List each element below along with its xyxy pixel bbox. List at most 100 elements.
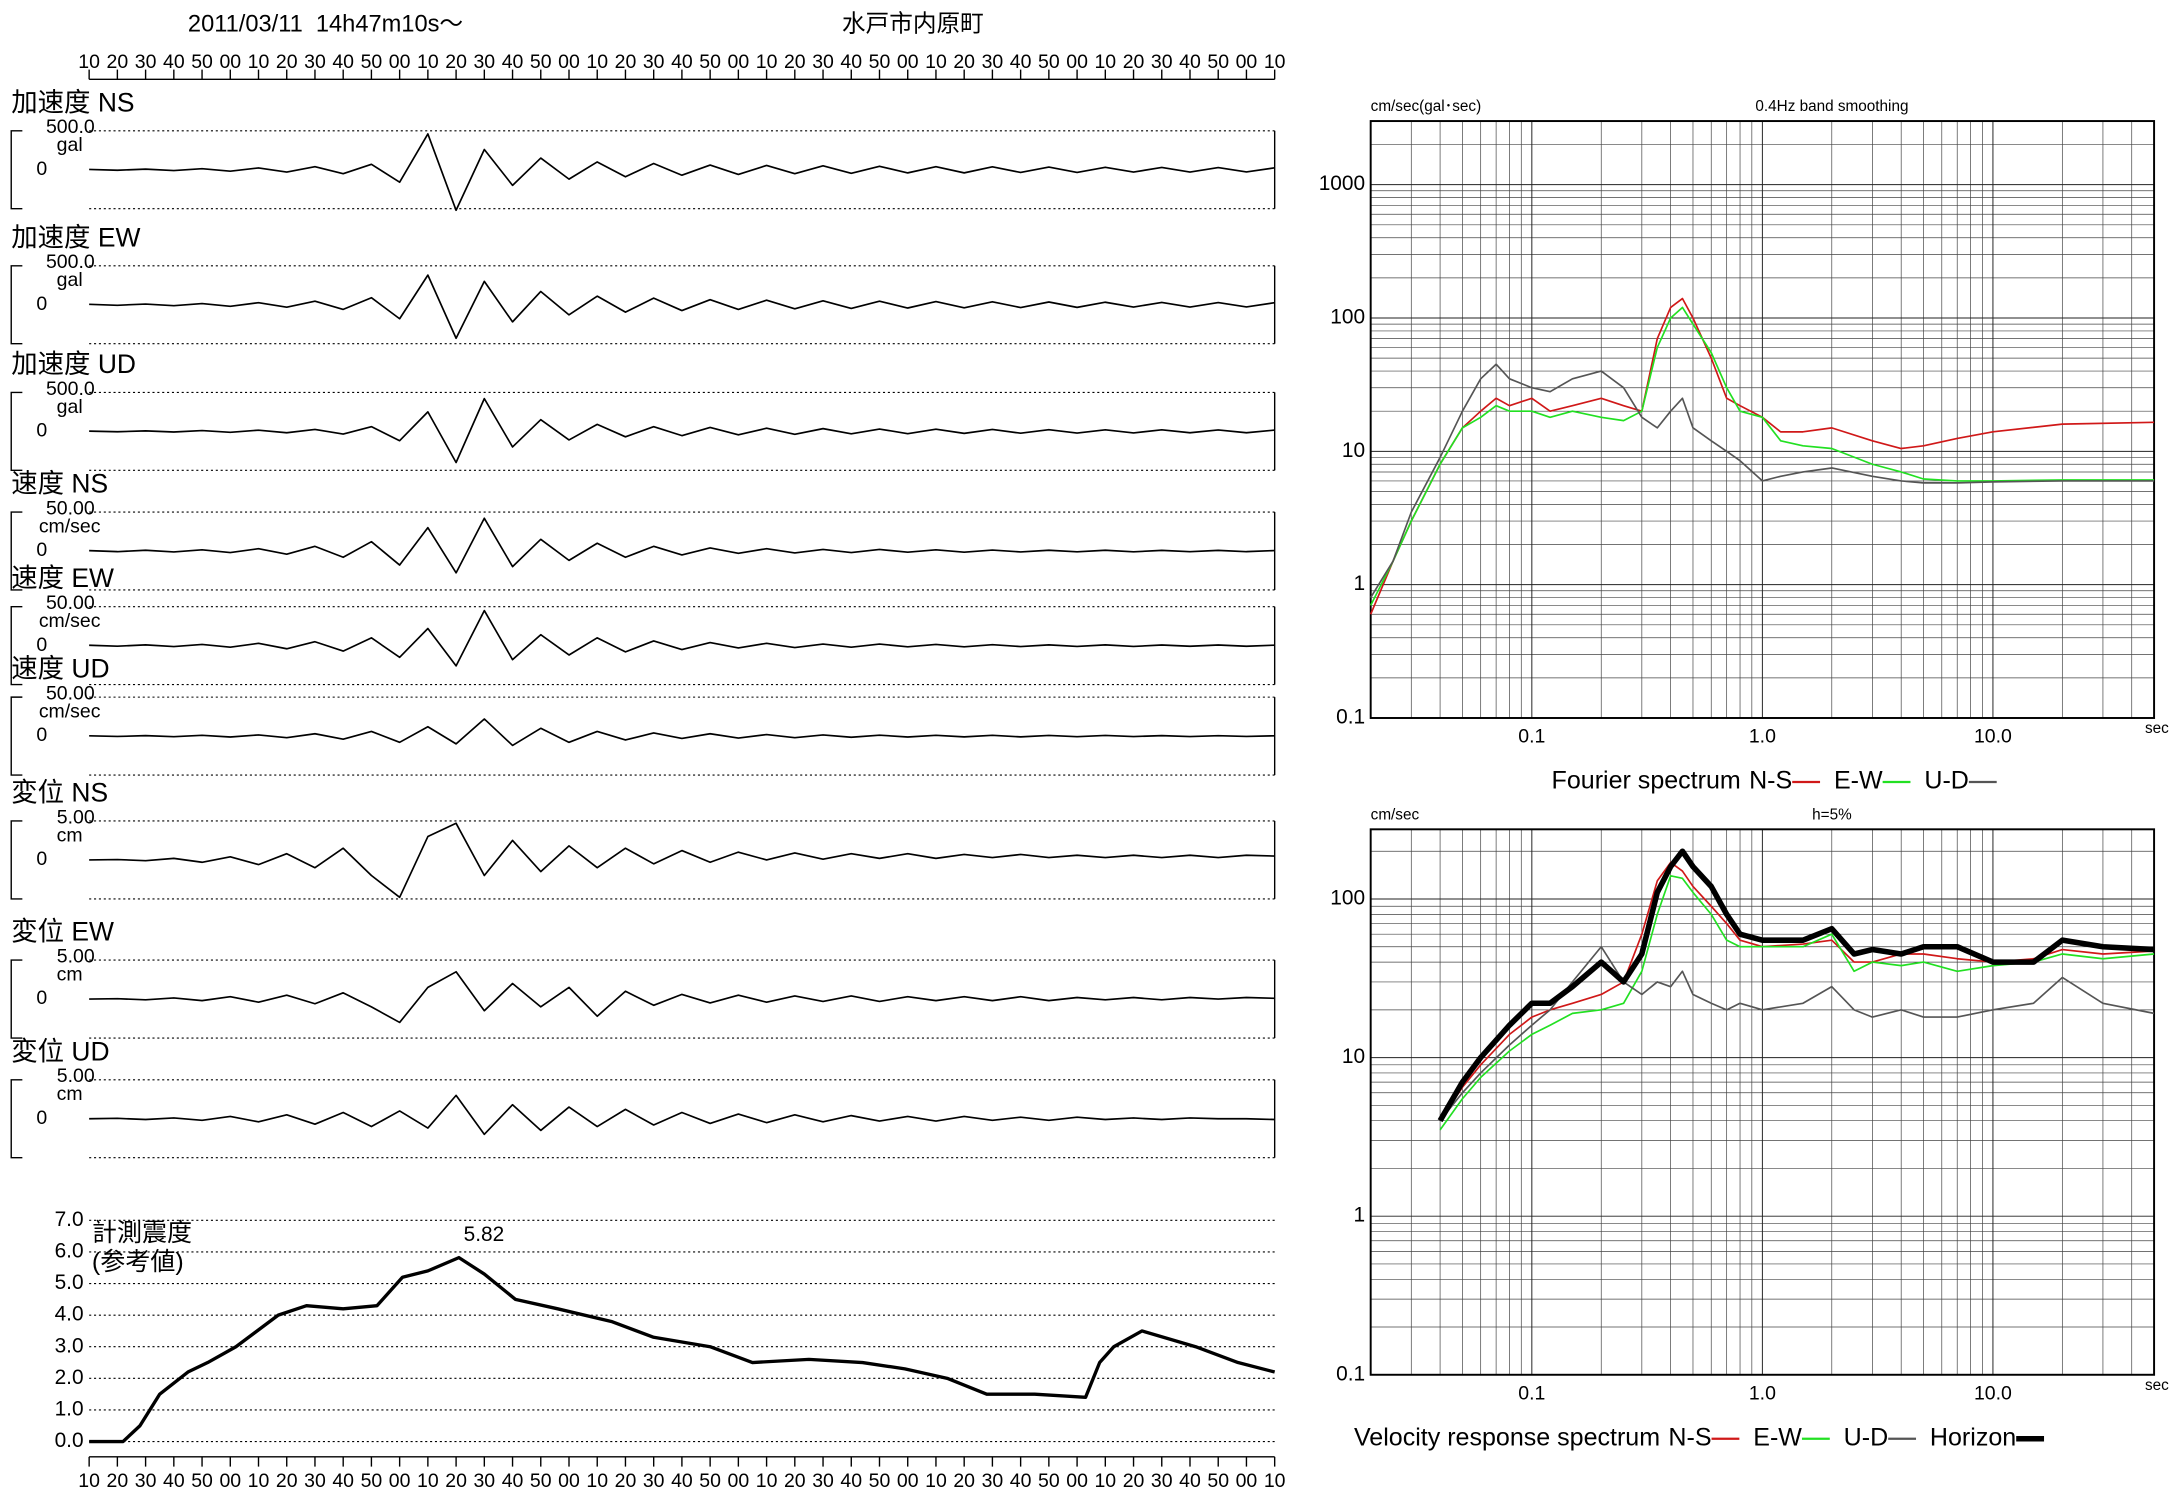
- legend-label: Horizon: [1930, 1423, 2016, 1451]
- x-tick-label: 20: [1123, 51, 1145, 73]
- x-tick-label: 30: [473, 1470, 495, 1492]
- panel-bracket: [10, 511, 23, 591]
- x-tick-label: 30: [1151, 51, 1173, 73]
- x-tick-label: 10: [248, 1470, 270, 1492]
- x-tick-label: 30: [304, 1470, 326, 1492]
- x-tick-label: 40: [502, 1470, 524, 1492]
- unit-label: cm/sec: [39, 610, 101, 632]
- y-tick-label: 1: [1354, 572, 1366, 595]
- x-tick-label: 20: [615, 1470, 637, 1492]
- x-tick-label: 50: [530, 51, 552, 73]
- y-tick-label: 5.00: [57, 806, 95, 828]
- plot-frame: [1369, 120, 2156, 719]
- y-axis-label: cm/sec(gal･sec): [1371, 98, 1481, 115]
- x-tick-label: 20: [784, 1470, 806, 1492]
- x-tick-label: 00: [728, 51, 750, 73]
- waveform-trace: [89, 517, 1275, 574]
- x-tick-label: 50: [1207, 1470, 1229, 1492]
- x-tick-label: 10.0: [1974, 726, 2012, 748]
- x-tick-label: 00: [1066, 51, 1088, 73]
- panel-bracket: [10, 696, 23, 776]
- y-tick-label: 7.0: [55, 1208, 84, 1231]
- x-tick-label: 20: [784, 51, 806, 73]
- y-tick-label: 1.0: [55, 1397, 84, 1420]
- legend-label: E-W: [1753, 1423, 1802, 1451]
- panel-title: 加速度 NS: [11, 87, 134, 117]
- waveform-trace: [89, 970, 1275, 1024]
- panel-bracket: [10, 1079, 23, 1159]
- x-tick-label: 20: [615, 51, 637, 73]
- panel-title: 加速度 EW: [11, 222, 140, 252]
- spectrum-line: [1437, 848, 2155, 1123]
- y-tick-label: 1000: [1319, 172, 1365, 195]
- x-tick-label: 00: [897, 51, 919, 73]
- x-tick-label: 10: [78, 51, 100, 73]
- chart-title: h=5%: [1812, 806, 1852, 823]
- x-tick-label: 40: [1010, 1470, 1032, 1492]
- y-tick-label: 10: [1342, 439, 1365, 462]
- x-tick-label: 30: [304, 51, 326, 73]
- waveform-trace: [89, 718, 1275, 747]
- y-tick-label: 50.00: [46, 592, 95, 614]
- x-tick-label: 30: [135, 51, 157, 73]
- legend-title: Fourier spectrum: [1552, 767, 1741, 795]
- y-tick-label: 100: [1330, 887, 1365, 910]
- y-tick-label: 5.0: [55, 1271, 84, 1294]
- legend-label: E-W: [1834, 767, 1883, 795]
- x-tick-label: 20: [1123, 1470, 1145, 1492]
- y-tick-label: 0: [36, 419, 47, 441]
- x-tick-label: 40: [332, 1470, 354, 1492]
- x-tick-label: 10: [756, 1470, 778, 1492]
- y-tick-label: 0.1: [1336, 1362, 1365, 1385]
- y-tick-label: 0: [36, 634, 47, 656]
- legend-title: Velocity response spectrum: [1354, 1423, 1660, 1451]
- y-tick-label: 6.0: [55, 1239, 84, 1262]
- y-tick-label: 50.00: [46, 497, 95, 519]
- intensity-line: [89, 1255, 1276, 1444]
- x-tick-label: 50: [191, 1470, 213, 1492]
- y-tick-label: 50.00: [46, 682, 95, 704]
- chart-title: 0.4Hz band smoothing: [1755, 98, 1908, 115]
- x-tick-label: 1.0: [1749, 1382, 1776, 1404]
- x-tick-label: 10: [586, 1470, 608, 1492]
- x-tick-label: 40: [163, 1470, 185, 1492]
- y-tick-label: 500.0: [46, 116, 95, 138]
- spectrum-line: [1439, 945, 2155, 1122]
- panel-title: 変位 UD: [11, 1036, 109, 1066]
- legend-label: U-D: [1924, 767, 1969, 795]
- x-tick-label: 50: [361, 51, 383, 73]
- waveform-trace: [89, 1094, 1275, 1136]
- legend-label: N-S: [1749, 767, 1792, 795]
- x-tick-label: 10: [1094, 51, 1116, 73]
- spectrum-line: [1439, 861, 2155, 1122]
- x-tick-label: 0.1: [1518, 726, 1545, 748]
- waveform-trace: [89, 133, 1275, 212]
- x-tick-label: 10: [1264, 1470, 1286, 1492]
- x-tick-label: 10: [248, 51, 270, 73]
- x-tick-label: 10: [586, 51, 608, 73]
- y-tick-label: 4.0: [55, 1303, 84, 1326]
- y-tick-label: 0.0: [55, 1429, 84, 1452]
- legend-label: U-D: [1844, 1423, 1889, 1451]
- x-tick-label: 10: [417, 51, 439, 73]
- x-tick-label: 40: [502, 51, 524, 73]
- x-tick-label: 30: [812, 1470, 834, 1492]
- x-tick-label: 0.1: [1518, 1382, 1545, 1404]
- y-tick-label: 0: [36, 539, 47, 561]
- x-tick-label: 00: [728, 1470, 750, 1492]
- x-tick-label: 30: [1151, 1470, 1173, 1492]
- x-tick-label: 50: [869, 1470, 891, 1492]
- x-tick-label: 50: [1038, 51, 1060, 73]
- x-tick-label: 40: [671, 51, 693, 73]
- x-tick-label: 40: [1179, 51, 1201, 73]
- unit-label: gal: [57, 269, 83, 291]
- x-tick-label: 00: [219, 51, 241, 73]
- y-tick-label: 0: [36, 987, 47, 1009]
- legend-label: N-S: [1668, 1423, 1711, 1451]
- y-tick-label: 0: [36, 158, 47, 180]
- spectrum-line: [1369, 297, 2155, 615]
- x-tick-label: 40: [332, 51, 354, 73]
- x-tick-label: 1.0: [1749, 726, 1776, 748]
